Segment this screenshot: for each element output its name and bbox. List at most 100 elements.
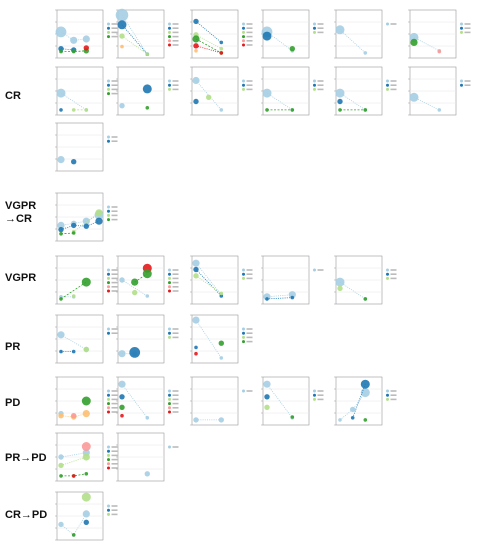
legend-label [390,23,397,25]
legend-swatch [107,209,110,213]
legend-swatch [313,389,316,393]
legend-label [172,286,179,288]
data-point [290,108,295,112]
data-point [264,394,270,400]
data-point [71,159,77,165]
data-point [82,410,90,418]
data-point [144,471,150,477]
data-point [84,472,89,476]
panel-20 [55,314,118,364]
series-line [195,275,222,294]
legend-swatch [168,285,171,289]
legend-label [172,332,179,334]
legend-swatch [460,30,463,34]
legend-swatch [107,462,110,466]
legend-swatch [460,79,463,83]
data-point [265,297,269,301]
legend-swatch [242,272,245,276]
legend-swatch [313,30,316,34]
series-line [121,35,148,55]
legend-label [172,269,179,271]
data-point [218,417,224,423]
legend-label [111,277,118,280]
data-point [363,51,368,55]
data-point [193,98,199,105]
panel-11 [334,66,397,116]
legend-swatch [168,268,171,272]
legend-swatch [107,393,110,397]
legend-swatch [107,35,110,39]
data-point [82,35,90,43]
data-point [219,356,224,360]
panel-1 [55,9,118,59]
legend-swatch [168,445,171,449]
data-point [71,231,76,235]
data-point [192,259,200,267]
panel-30 [55,491,118,541]
panel-10 [261,66,324,116]
data-point [363,297,368,301]
data-point [82,510,90,518]
legend-label [246,84,253,86]
legend-swatch [107,285,110,289]
data-point [95,217,103,225]
legend-label [111,214,118,217]
legend-swatch [107,135,110,139]
panel-3 [190,9,253,59]
legend-swatch [107,213,110,217]
data-point [71,108,76,112]
legend-swatch [168,39,171,43]
data-point [194,345,198,350]
series-line [60,456,87,466]
legend-label [464,31,471,34]
legend-label [464,84,471,86]
legend-label [172,84,179,86]
data-point [71,49,76,54]
series-line [134,273,148,283]
legend-label [111,23,118,25]
legend-label [172,80,179,82]
legend-swatch [168,26,171,30]
legend-label [246,80,253,82]
legend-label [172,31,179,34]
legend-label [111,286,118,288]
legend-label [172,88,179,91]
panel-7 [55,66,118,116]
series-line [195,34,222,50]
data-point [219,46,224,51]
legend-label [111,27,118,29]
data-point [81,396,91,406]
legend-label [246,273,253,275]
legend-label [111,269,118,271]
legend-swatch [107,205,110,209]
legend-label [111,402,118,405]
legend-swatch [168,406,171,410]
data-point [117,20,127,30]
legend-swatch [386,79,389,83]
data-point [363,108,368,112]
legend-swatch [168,397,171,401]
legend-label [317,269,324,271]
data-point [262,31,272,41]
series-line [413,96,440,111]
legend-swatch [107,30,110,34]
legend-label [390,269,397,271]
panel-18 [261,255,324,305]
legend-swatch [107,289,110,293]
legend-label [246,269,253,271]
legend-swatch [386,83,389,87]
legend-label [111,281,118,284]
data-point [437,108,442,112]
data-point [193,266,199,273]
data-point [55,26,67,38]
data-point [56,88,66,98]
legend-swatch [242,39,245,43]
legend-swatch [386,276,389,280]
legend-swatch [242,43,245,47]
series-line [60,232,74,235]
data-point [219,40,224,45]
data-point [81,492,91,502]
legend-label [111,513,118,516]
legend-label [246,88,253,91]
legend-label [246,332,253,334]
